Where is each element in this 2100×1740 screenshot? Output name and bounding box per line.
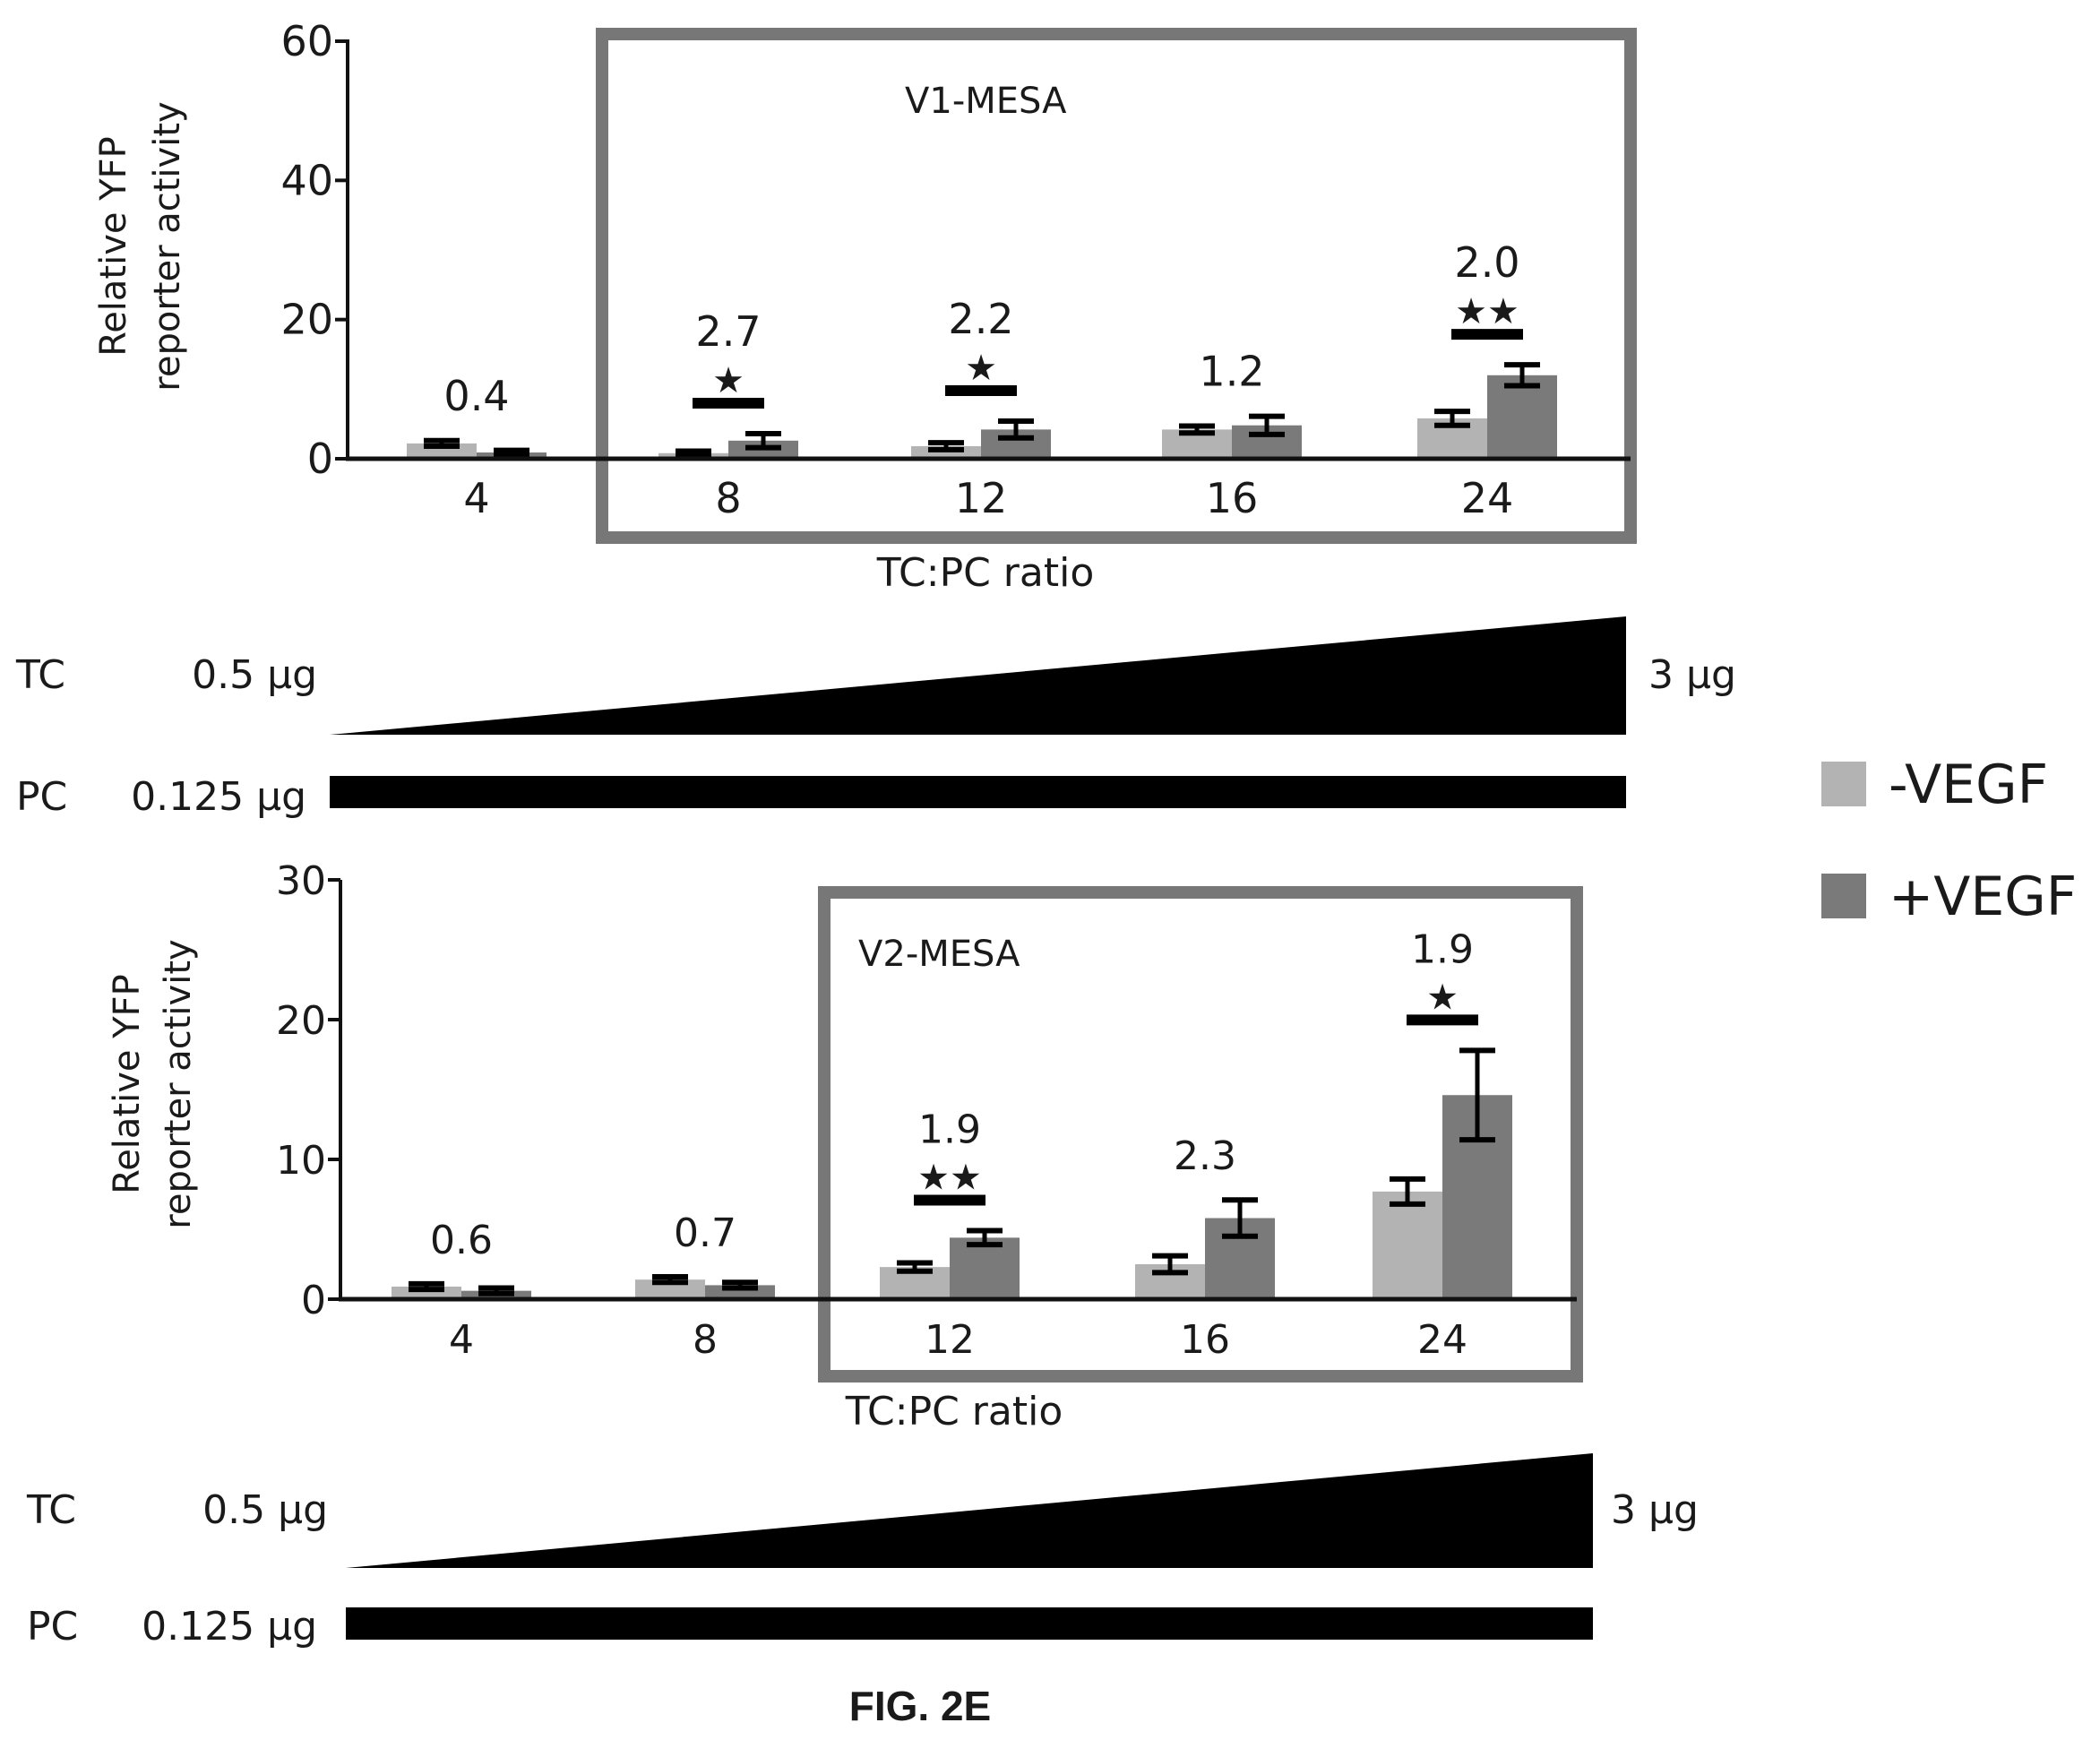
pc-constant-bar: [346, 1607, 1593, 1640]
y-axis-title-line1: Relative YFP: [107, 974, 148, 1194]
tc-end-amount: 3 μg: [1648, 652, 1736, 698]
significance-stars: ★: [712, 360, 744, 401]
fold-change-label: 0.7: [674, 1210, 736, 1256]
fold-change-label: 1.2: [1199, 348, 1264, 396]
x-tick-label: 8: [693, 1317, 718, 1363]
pc-label: PC: [27, 1604, 78, 1650]
x-tick-label: 12: [925, 1317, 975, 1363]
y-axis-ticks: 0 20 40 60: [280, 17, 348, 483]
fold-change-label: 1.9: [918, 1107, 981, 1153]
x-tick-label: 4: [449, 1317, 474, 1363]
y-axis-title-line1: Relative YFP: [93, 136, 134, 357]
annotations-layer: 0.6 0.7 ★★ 1.9 2.3 ★ 1.9: [430, 926, 1478, 1263]
legend-swatch-plus-vegf: [1821, 874, 1866, 918]
tc-end-amount: 3 μg: [1611, 1487, 1699, 1533]
x-tick-label: 16: [1206, 474, 1259, 522]
fold-change-label: 2.0: [1454, 238, 1519, 287]
legend-swatch-minus-vegf: [1821, 762, 1866, 806]
x-tick-label: 24: [1461, 474, 1514, 522]
tc-start-amount: 0.5 μg: [202, 1487, 328, 1533]
dose-schematic: TC 0.5 μg 3 μg PC 0.125 μg: [15, 616, 1736, 820]
pc-amount: 0.125 μg: [142, 1604, 317, 1650]
bar: [950, 1237, 1020, 1299]
tc-label: TC: [26, 1487, 76, 1533]
tc-label: TC: [15, 652, 65, 698]
fold-change-label: 2.7: [695, 307, 761, 356]
bar: [1487, 375, 1557, 459]
y-tick-label: 40: [280, 156, 333, 204]
fold-change-label: 0.6: [430, 1218, 493, 1263]
pc-amount: 0.125 μg: [131, 774, 306, 820]
x-axis-ticks: 4 8 12 16 24: [449, 1317, 1467, 1363]
dose-schematic: TC 0.5 μg 3 μg PC 0.125 μg: [26, 1453, 1699, 1650]
x-tick-label: 4: [463, 474, 489, 522]
y-tick-label: 60: [280, 17, 333, 65]
annotations-layer: 0.4 ★2.7★2.21.2★★2.0: [443, 238, 1523, 420]
tc-gradient-wedge: [330, 616, 1626, 735]
fold-change-label: 2.2: [948, 295, 1013, 343]
y-tick-label: 10: [276, 1138, 326, 1184]
x-tick-label: 24: [1417, 1317, 1467, 1363]
v1-mesa-chart: V1-MESA Relative YFP reporter activity 0…: [15, 17, 1736, 820]
fold-change-label: 2.3: [1174, 1133, 1236, 1179]
box-label: V2-MESA: [858, 934, 1020, 975]
fold-change-label: 1.9: [1411, 926, 1474, 972]
bar: [1373, 1191, 1442, 1299]
highlight-box: [596, 28, 1637, 544]
legend-label-plus-vegf: +VEGF: [1889, 866, 2077, 928]
box-label: V1-MESA: [905, 81, 1067, 122]
significance-stars: ★: [965, 348, 997, 389]
pc-constant-bar: [330, 776, 1626, 808]
y-axis-title-line2: reporter activity: [147, 101, 188, 391]
y-tick-label: 20: [280, 296, 333, 344]
x-axis-title: TC:PC ratio: [876, 550, 1095, 596]
x-axis-ticks: 4 8 12 16 24: [463, 474, 1513, 522]
significance-stars: ★: [1426, 977, 1459, 1018]
y-tick-label: 0: [307, 435, 333, 483]
tc-gradient-wedge: [346, 1453, 1593, 1568]
tc-start-amount: 0.5 μg: [192, 652, 317, 698]
significance-stars: ★★: [1455, 291, 1519, 332]
x-tick-label: 8: [715, 474, 741, 522]
x-tick-label: 12: [955, 474, 1008, 522]
legend: -VEGF +VEGF: [1821, 754, 2077, 928]
y-tick-label: 0: [301, 1278, 326, 1323]
bars-layer: [407, 362, 1557, 459]
pc-label: PC: [16, 774, 67, 820]
y-tick-label: 20: [276, 998, 326, 1044]
highlight-box: [818, 886, 1583, 1383]
y-axis-title-line2: reporter activity: [158, 939, 199, 1228]
figure-caption: FIG. 2E: [849, 1683, 991, 1729]
fold-change-label: 0.4: [443, 372, 509, 420]
significance-stars: ★★: [917, 1158, 982, 1199]
y-axis-ticks: 0 10 20 30: [276, 858, 340, 1323]
bars-layer: [392, 1047, 1512, 1299]
y-tick-label: 30: [276, 858, 326, 904]
v2-mesa-chart: V2-MESA Relative YFP reporter activity 0…: [26, 858, 1699, 1650]
legend-label-minus-vegf: -VEGF: [1889, 754, 2048, 816]
x-tick-label: 16: [1180, 1317, 1230, 1363]
x-axis-title: TC:PC ratio: [845, 1389, 1063, 1434]
